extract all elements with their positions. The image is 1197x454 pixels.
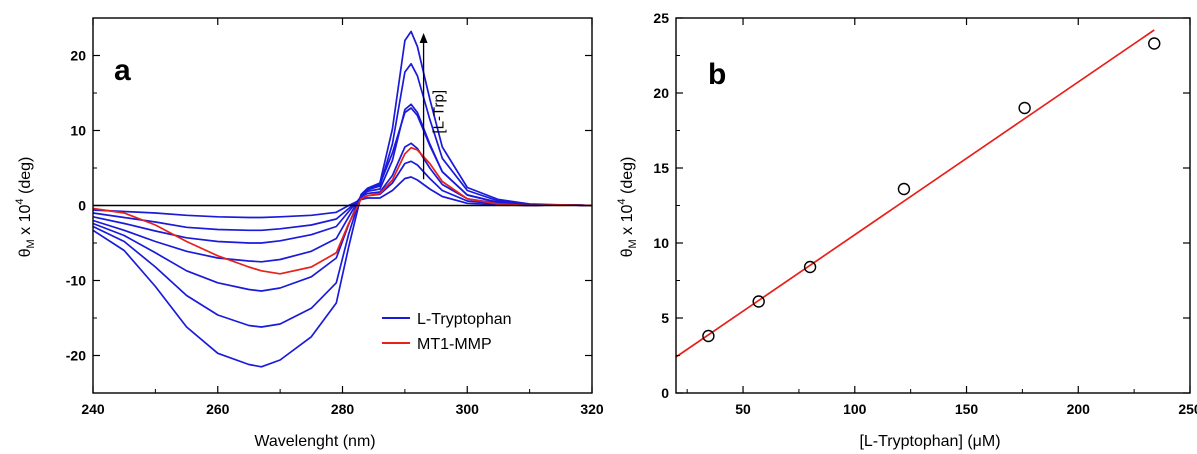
data-point — [1018, 101, 1031, 115]
y-tick-label: 15 — [653, 160, 669, 176]
x-label-pre: [L-Tryptophan] ( — [859, 433, 973, 450]
y-tick-label: 5 — [661, 310, 669, 326]
y-label-mid: x 10 — [17, 204, 34, 239]
series-line-8 — [92, 146, 593, 275]
data-point — [1148, 37, 1161, 50]
y-tick-label: 10 — [653, 235, 669, 251]
series-line-1 — [92, 176, 593, 219]
y-label-unit: (deg) — [17, 157, 34, 199]
y-label-symbol: θ — [619, 248, 636, 257]
annotation-text: [L-Trp] — [431, 90, 448, 134]
tick-labels: 240 260 280 300 320 -20 -10 0 10 20 — [66, 48, 604, 418]
x-axis-label: [L-Tryptophan] (μM) — [859, 433, 1000, 450]
data-point — [702, 329, 715, 343]
panel-b: 50 100 150 200 250 0 5 10 15 20 25 b [L-Tryptophan… — [616, 10, 1197, 450]
y-label-mid: x 10 — [619, 204, 636, 239]
y-tick-label: 20 — [653, 85, 669, 101]
x-tick-label: 250 — [1178, 401, 1197, 417]
legend-label-l-tryptophan: L-Tryptophan — [417, 311, 512, 328]
fit-line — [675, 29, 1155, 358]
y-axis-label: θM x 104 (deg) — [14, 157, 37, 258]
y-tick-label: 10 — [70, 123, 86, 139]
series-line-7 — [92, 107, 593, 368]
x-tick-label: 200 — [1067, 401, 1091, 417]
x-label-mu: μ — [973, 433, 982, 450]
y-label-sup: 4 — [14, 198, 26, 204]
y-tick-label: -20 — [66, 348, 86, 364]
x-tick-label: 280 — [331, 401, 355, 417]
svg-text:θM x 104 (deg): θM x 104 (deg) — [14, 157, 37, 258]
legend-label-mt1-mmp: MT1-MMP — [417, 336, 492, 353]
y-tick-label: 20 — [70, 48, 86, 64]
x-tick-label: 320 — [580, 401, 604, 417]
titration-annotation: [L-Trp] — [419, 33, 448, 180]
y-axis-label: θM x 104 (deg) — [616, 157, 639, 258]
data-point — [897, 182, 911, 196]
y-label-sub: M — [25, 239, 37, 248]
series-lines — [92, 30, 593, 368]
legend: L-Tryptophan MT1-MMP — [382, 311, 512, 353]
y-label-sub: M — [627, 239, 639, 248]
y-tick-label: 0 — [78, 198, 86, 214]
y-tick-label: 0 — [661, 385, 669, 401]
series-line-6 — [92, 30, 593, 328]
arrow-head — [419, 33, 428, 43]
x-tick-label: 260 — [206, 401, 230, 417]
svg-text:θM x 104 (deg): θM x 104 (deg) — [616, 157, 639, 258]
x-tick-label: 150 — [955, 401, 979, 417]
plot-frame — [675, 17, 1191, 394]
x-axis-label: Wavelenght (nm) — [254, 433, 375, 450]
y-label-symbol: θ — [17, 248, 34, 257]
data-point — [752, 295, 765, 308]
panel-a: 240 260 280 300 320 -20 -10 0 10 20 a Wavelenght … — [14, 17, 604, 450]
tick-marks — [676, 17, 1191, 394]
tick-labels: 50 100 150 200 250 0 5 10 15 20 25 — [653, 10, 1197, 417]
panel-label-b: b — [708, 58, 726, 91]
y-label-sup: 4 — [616, 198, 628, 204]
x-tick-label: 100 — [843, 401, 867, 417]
panel-label-a: a — [114, 54, 131, 87]
x-tick-label: 240 — [81, 401, 105, 417]
y-label-unit: (deg) — [619, 157, 636, 199]
data-points — [702, 37, 1161, 343]
fit-line-group — [675, 29, 1155, 358]
data-point — [803, 260, 817, 274]
tick-marks — [92, 17, 593, 394]
y-tick-label: 25 — [653, 10, 669, 26]
x-label-post: M) — [982, 433, 1001, 450]
x-tick-label: 300 — [456, 401, 480, 417]
y-tick-label: -10 — [66, 273, 86, 289]
x-tick-label: 50 — [735, 401, 751, 417]
